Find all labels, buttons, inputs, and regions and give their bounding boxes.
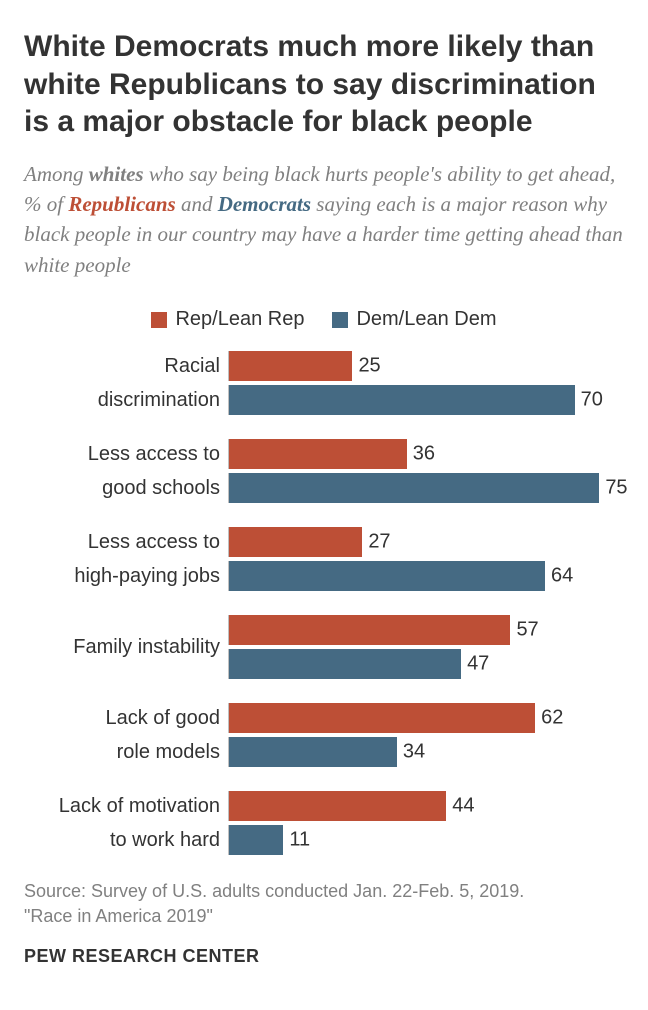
bar-row: Lack of motivation 44 bbox=[24, 789, 624, 823]
bar-zone: 62 bbox=[228, 703, 624, 733]
bar-zone: 27 bbox=[228, 527, 624, 557]
category-label: discrimination bbox=[24, 388, 228, 412]
bar-row: high-paying jobs 64 bbox=[24, 559, 624, 593]
category-group: Racial 25 discrimination 70 bbox=[24, 349, 624, 417]
category-label: Less access to bbox=[24, 442, 228, 466]
value-label: 75 bbox=[599, 477, 627, 500]
bar-zone: 44 bbox=[228, 791, 624, 821]
category-label: Family instability bbox=[24, 635, 228, 659]
category-group: Family instability5747 bbox=[24, 613, 624, 681]
category-group: Less access to 36 good schools 75 bbox=[24, 437, 624, 505]
value-label: 64 bbox=[545, 565, 573, 588]
bar-dem bbox=[229, 649, 461, 679]
value-label: 36 bbox=[407, 443, 435, 466]
category-group: Lack of motivation 44 to work hard 11 bbox=[24, 789, 624, 857]
bar-zone: 25 bbox=[228, 351, 624, 381]
chart-subtitle: Among whites who say being black hurts p… bbox=[24, 159, 624, 281]
bar-row: Less access to 36 bbox=[24, 437, 624, 471]
bar-row: discrimination 70 bbox=[24, 383, 624, 417]
bar-dem bbox=[229, 561, 545, 591]
value-label: 70 bbox=[575, 389, 603, 412]
value-label: 34 bbox=[397, 741, 425, 764]
subtitle-democrats: Democrats bbox=[218, 192, 311, 216]
bar-rep bbox=[229, 439, 407, 469]
bar-zone: 64 bbox=[228, 561, 624, 591]
category-label: Less access to bbox=[24, 530, 228, 554]
bar-dem bbox=[229, 385, 575, 415]
bar-rep bbox=[229, 615, 510, 645]
category-label: Lack of good bbox=[24, 706, 228, 730]
subtitle-republicans: Republicans bbox=[68, 192, 175, 216]
legend-dem-label: Dem/Lean Dem bbox=[356, 308, 496, 331]
bar-row: Family instability57 bbox=[24, 613, 624, 647]
bar-zone: 11 bbox=[228, 825, 624, 855]
bar-row: to work hard 11 bbox=[24, 823, 624, 857]
category-label: role models bbox=[24, 740, 228, 764]
bar-rep bbox=[229, 791, 446, 821]
value-label: 62 bbox=[535, 707, 563, 730]
bar-zone: 75 bbox=[228, 473, 624, 503]
value-label: 27 bbox=[362, 531, 390, 554]
chart-title: White Democrats much more likely than wh… bbox=[24, 28, 624, 141]
category-label: Racial bbox=[24, 354, 228, 378]
legend-rep: Rep/Lean Rep bbox=[151, 308, 304, 331]
bar-row: Less access to 27 bbox=[24, 525, 624, 559]
bar-rep bbox=[229, 351, 352, 381]
source-note: Source: Survey of U.S. adults conducted … bbox=[24, 879, 624, 929]
bar-zone: 70 bbox=[228, 385, 624, 415]
category-group: Less access to 27 high-paying jobs 64 bbox=[24, 525, 624, 593]
bar-rep bbox=[229, 527, 362, 557]
category-label: high-paying jobs bbox=[24, 564, 228, 588]
category-label: Lack of motivation bbox=[24, 794, 228, 818]
legend-dem: Dem/Lean Dem bbox=[332, 308, 496, 331]
value-label: 47 bbox=[461, 653, 489, 676]
swatch-rep bbox=[151, 312, 167, 328]
value-label: 25 bbox=[352, 355, 380, 378]
bar-row: Lack of good 62 bbox=[24, 701, 624, 735]
category-label: to work hard bbox=[24, 828, 228, 852]
bar-zone: 57 bbox=[228, 615, 624, 645]
legend-rep-label: Rep/Lean Rep bbox=[175, 308, 304, 331]
bar-rep bbox=[229, 703, 535, 733]
legend: Rep/Lean Rep Dem/Lean Dem bbox=[24, 308, 624, 331]
swatch-dem bbox=[332, 312, 348, 328]
bar-zone: 36 bbox=[228, 439, 624, 469]
bar-row: Racial 25 bbox=[24, 349, 624, 383]
bar-dem bbox=[229, 473, 599, 503]
chart-area: Racial 25 discrimination 70 Less access to 36… bbox=[24, 349, 624, 857]
bar-dem bbox=[229, 825, 283, 855]
value-label: 57 bbox=[510, 619, 538, 642]
bar-row: good schools 75 bbox=[24, 471, 624, 505]
bar-zone: 34 bbox=[228, 737, 624, 767]
category-group: Lack of good 62 role models 34 bbox=[24, 701, 624, 769]
category-label: good schools bbox=[24, 476, 228, 500]
value-label: 44 bbox=[446, 795, 474, 818]
bar-zone: 47 bbox=[228, 649, 624, 679]
bar-row: role models 34 bbox=[24, 735, 624, 769]
brand: PEW RESEARCH CENTER bbox=[24, 946, 624, 967]
subtitle-emph-whites: whites bbox=[89, 162, 144, 186]
bar-dem bbox=[229, 737, 397, 767]
value-label: 11 bbox=[283, 829, 310, 852]
